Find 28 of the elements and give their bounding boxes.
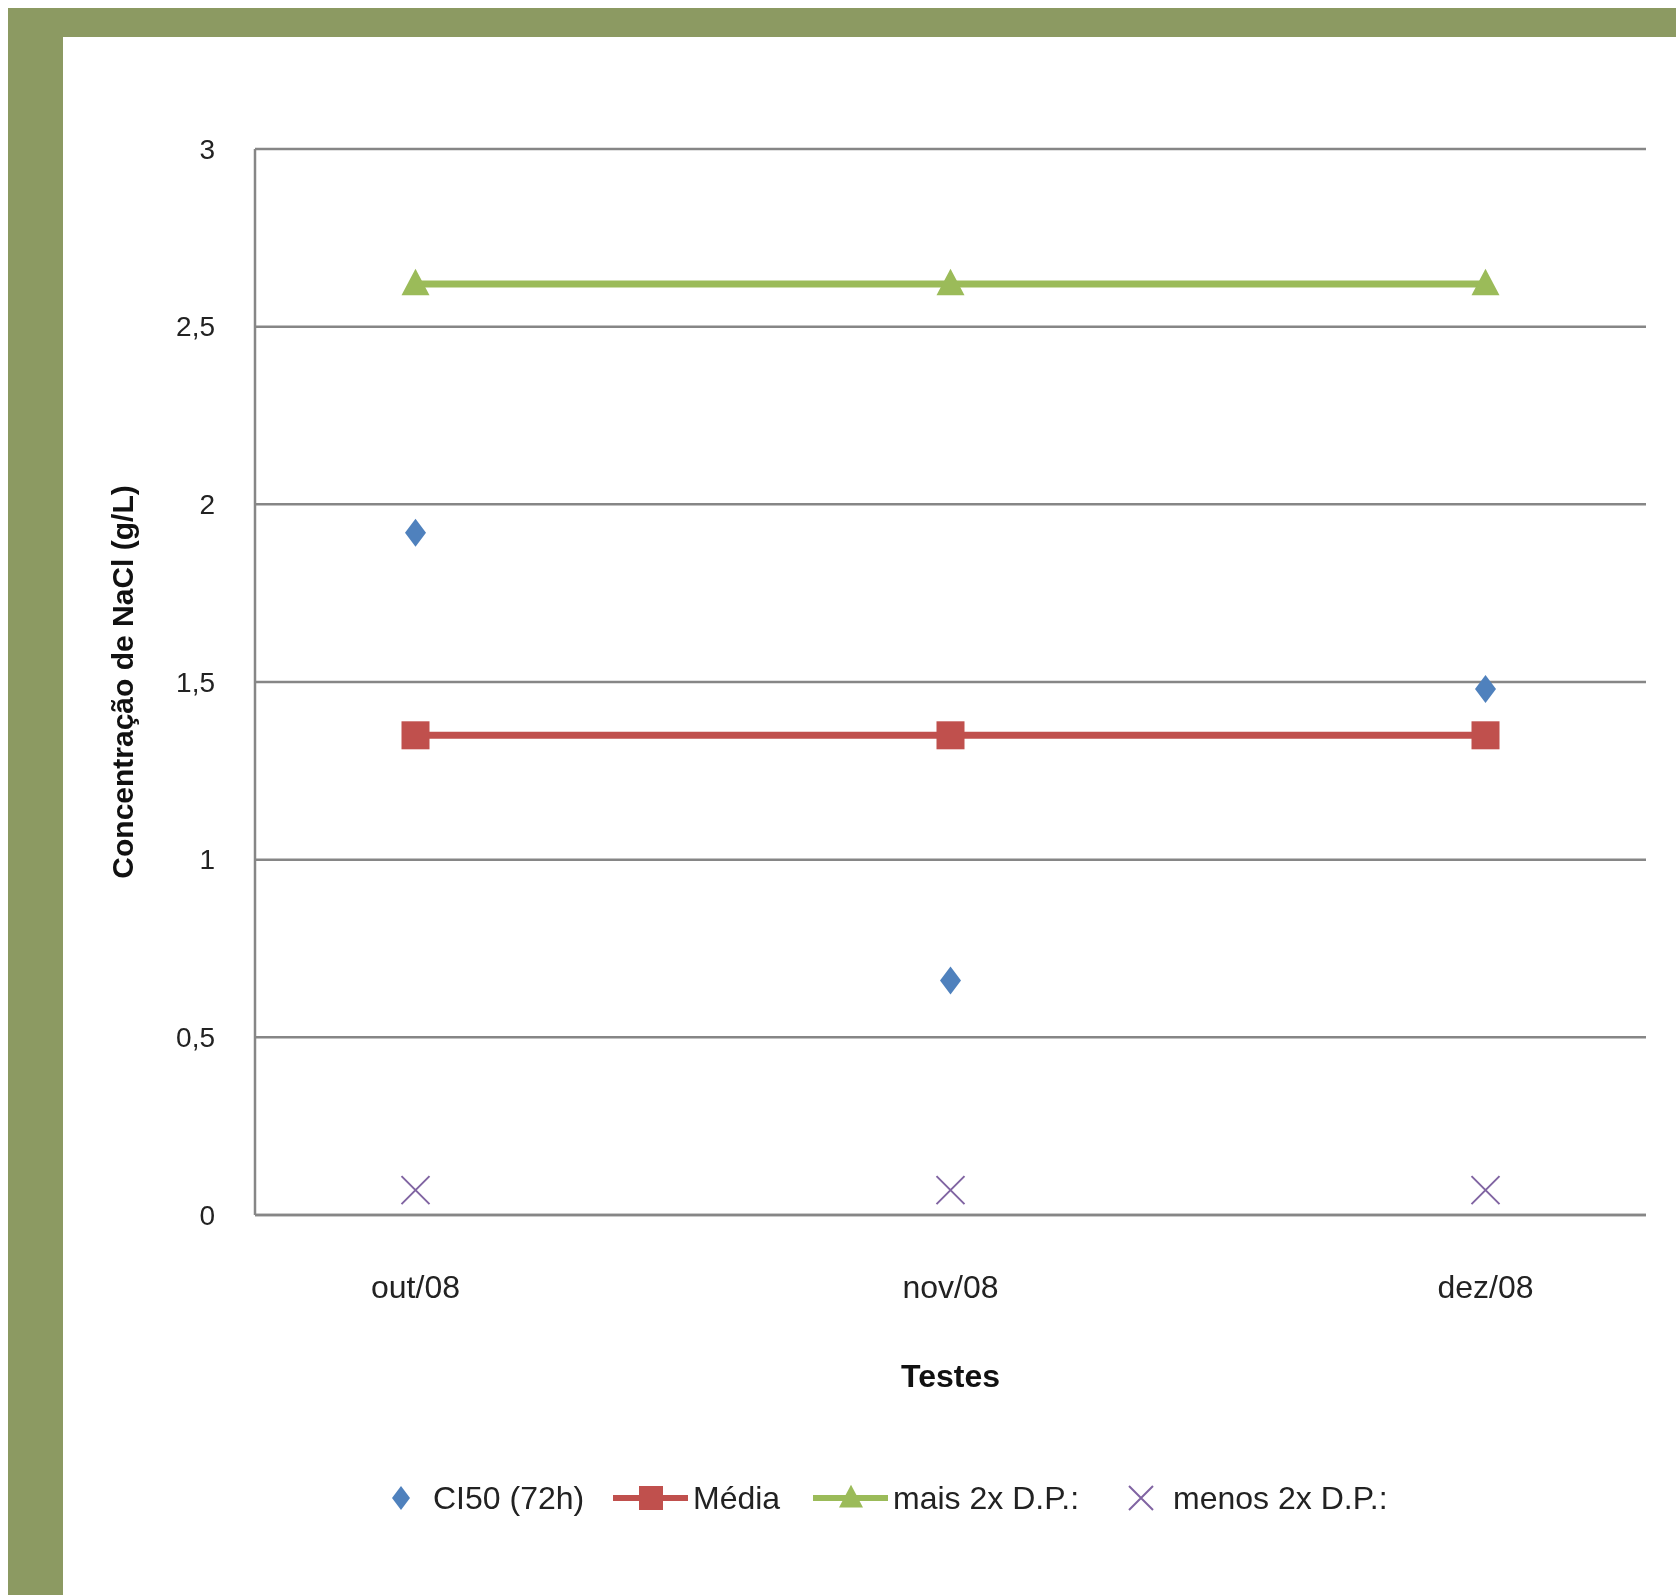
point bbox=[935, 1175, 966, 1206]
point bbox=[1471, 268, 1500, 296]
legend-label: Média bbox=[693, 1480, 781, 1517]
y-tick-label: 1 bbox=[199, 844, 215, 876]
point bbox=[401, 721, 430, 750]
point bbox=[400, 1175, 431, 1206]
point bbox=[401, 268, 430, 296]
legend-label: menos 2x D.P.: bbox=[1173, 1480, 1388, 1517]
y-axis-title: Concentração de NaCl (g/L) bbox=[106, 485, 139, 879]
point bbox=[936, 268, 965, 296]
legend-label: mais 2x D.P.: bbox=[893, 1480, 1080, 1517]
y-tick-label: 0 bbox=[199, 1199, 215, 1231]
x-tick-label: out/08 bbox=[371, 1269, 460, 1305]
point bbox=[940, 966, 961, 995]
x-tick-label: nov/08 bbox=[902, 1269, 999, 1305]
point bbox=[1475, 675, 1496, 704]
point bbox=[936, 721, 965, 750]
x-tick-label: dez/08 bbox=[1437, 1269, 1534, 1305]
point bbox=[1470, 1175, 1501, 1206]
x-axis-title: Testes bbox=[900, 1358, 1001, 1394]
point bbox=[1471, 721, 1500, 750]
y-tick-label: 3 bbox=[199, 133, 215, 165]
y-tick-label: 0,5 bbox=[176, 1022, 215, 1054]
y-tick-label: 1,5 bbox=[176, 666, 215, 698]
legend-label: CI50 (72h) bbox=[433, 1480, 585, 1517]
y-tick-label: 2 bbox=[199, 489, 215, 521]
point bbox=[405, 518, 426, 547]
y-tick-label: 2,5 bbox=[176, 311, 215, 343]
